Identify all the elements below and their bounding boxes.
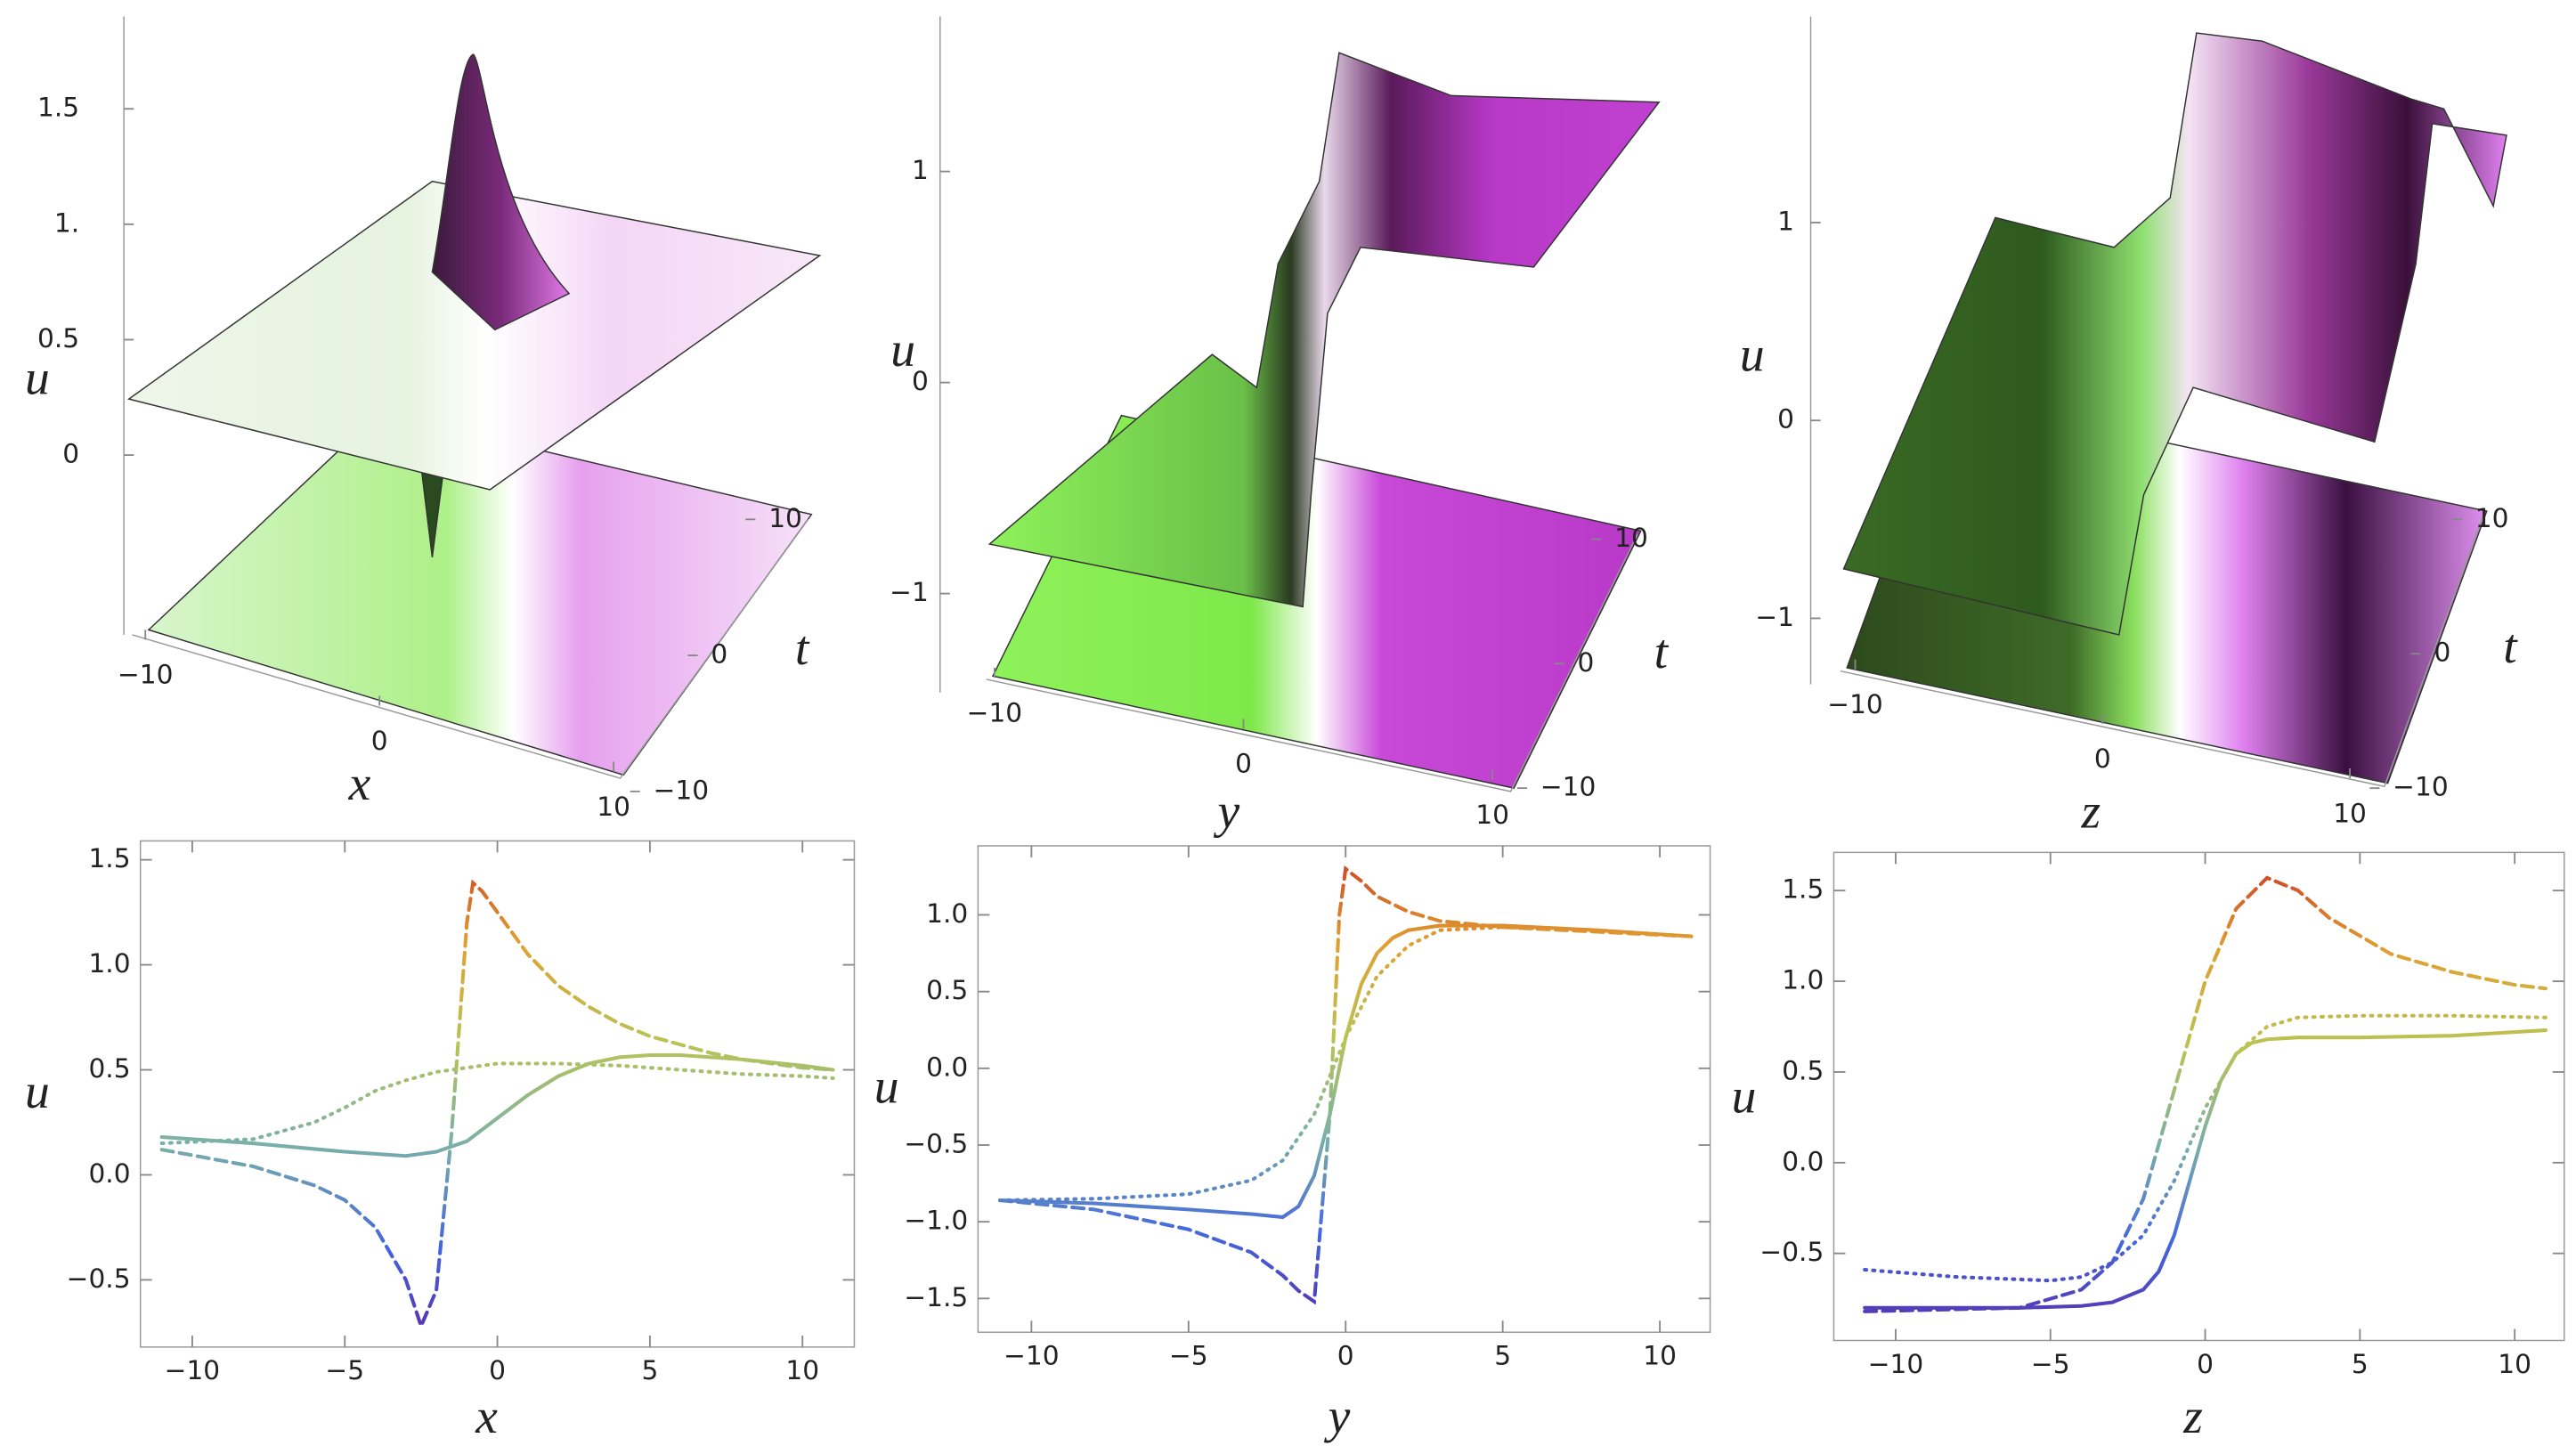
y-tick-label: 0.5 — [926, 975, 968, 1005]
y-tick-label: −0.5 — [67, 1263, 131, 1294]
x-tick-label: 5 — [641, 1355, 658, 1385]
y-tick-label: −1.0 — [904, 1206, 968, 1236]
x-tick-label: 0 — [1337, 1341, 1354, 1371]
x-tick-label: −10 — [165, 1355, 221, 1385]
z-axis-label: u — [890, 322, 915, 378]
surface — [987, 52, 1661, 608]
y-tick-label: 1.0 — [1782, 965, 1824, 995]
surface-peak — [431, 53, 571, 331]
u-tick-label: 0 — [912, 366, 929, 396]
x-tick-label: 10 — [2498, 1349, 2531, 1379]
x-tick-label: 10 — [1643, 1341, 1677, 1371]
y-axis-label: u — [874, 1060, 899, 1115]
y-tick-label: 1.5 — [1782, 874, 1824, 905]
y-tick-label: 1.5 — [88, 843, 130, 873]
x-axis-label: y — [1214, 784, 1240, 839]
u-tick-label: 0 — [1777, 404, 1794, 435]
series-line — [159, 879, 835, 1332]
series-line — [159, 1061, 835, 1146]
x-tick-label: 5 — [1494, 1341, 1511, 1371]
surface — [1842, 32, 2507, 636]
u-tick-label: 1.5 — [37, 93, 79, 123]
y-tick-label: 0.0 — [1782, 1146, 1824, 1176]
plot-frame — [977, 845, 1711, 1333]
y-axis-label: u — [1732, 1069, 1757, 1125]
series-line — [998, 865, 1694, 1305]
u-tick-label: −1 — [890, 577, 929, 607]
x-tick-label: 0 — [371, 726, 388, 756]
y-axis-label: t — [795, 621, 810, 676]
t-tick-label: −10 — [654, 775, 710, 805]
x-axis-label: x — [475, 1389, 498, 1444]
base-plane — [147, 411, 813, 776]
x-tick-label: −10 — [118, 660, 174, 690]
x-tick-label: 5 — [2352, 1349, 2369, 1379]
t-tick-label: −10 — [2393, 772, 2449, 802]
x-tick-label: −5 — [1169, 1341, 1208, 1371]
axis-line — [1840, 514, 2484, 788]
y-axis-label: t — [1654, 624, 1670, 679]
t-tick-label: 0 — [1577, 647, 1594, 678]
x-tick-label: −5 — [2031, 1349, 2070, 1379]
y-axis-label: t — [2503, 619, 2518, 674]
x-axis-label: y — [1324, 1389, 1351, 1444]
t-tick-label: 0 — [711, 639, 727, 670]
x-tick-label: −10 — [1827, 689, 1883, 719]
plot-frame — [139, 840, 856, 1348]
surface-panel-2 — [939, 16, 1661, 792]
series-line — [1863, 1013, 2548, 1283]
x-tick-label: −10 — [1868, 1349, 1924, 1379]
t-tick-label: −10 — [1540, 772, 1597, 802]
u-tick-label: −1 — [1755, 602, 1794, 632]
t-tick-label: 0 — [2434, 638, 2450, 668]
series-line — [998, 925, 1694, 1203]
x-tick-label: 10 — [2333, 798, 2367, 828]
x-tick-label: 10 — [785, 1355, 819, 1385]
x-tick-label: −10 — [1004, 1341, 1060, 1371]
t-tick-label: 10 — [2475, 503, 2509, 533]
t-tick-label: 10 — [768, 503, 802, 533]
y-tick-label: 0.0 — [88, 1158, 130, 1189]
z-axis-label: u — [1740, 327, 1765, 382]
surface-panel-3 — [1809, 16, 2507, 788]
surface — [126, 180, 822, 491]
axis-line — [132, 518, 809, 779]
y-tick-label: 0.5 — [88, 1053, 130, 1084]
x-tick-label: 0 — [2094, 743, 2111, 774]
x-axis-label: z — [2080, 784, 2101, 839]
x-tick-label: 0 — [2197, 1349, 2214, 1379]
y-tick-label: 1.0 — [926, 898, 968, 929]
series-line — [1863, 1028, 2548, 1310]
x-tick-label: −5 — [325, 1355, 364, 1385]
y-tick-label: 0.0 — [926, 1052, 968, 1082]
y-tick-label: −0.5 — [904, 1128, 968, 1158]
u-tick-label: 0 — [62, 439, 79, 469]
x-tick-label: 0 — [489, 1355, 506, 1385]
plot-frame — [1832, 851, 2565, 1342]
y-tick-label: −1.5 — [904, 1282, 968, 1312]
y-tick-label: −0.5 — [1759, 1237, 1824, 1267]
x-tick-label: 0 — [1235, 749, 1252, 779]
x-tick-label: 10 — [1475, 800, 1509, 830]
u-tick-label: 1 — [912, 155, 929, 185]
x-tick-label: −10 — [967, 697, 1023, 727]
x-tick-label: 10 — [597, 792, 630, 822]
u-tick-label: 1. — [54, 207, 79, 238]
series-line — [1863, 875, 2548, 1313]
y-tick-label: 1.0 — [88, 948, 130, 979]
x-axis-label: x — [348, 756, 371, 811]
z-axis-label: u — [25, 350, 50, 405]
y-axis-label: u — [25, 1064, 50, 1119]
axis-line — [986, 533, 1638, 792]
u-tick-label: 0.5 — [37, 323, 79, 353]
y-tick-label: 0.5 — [1782, 1055, 1824, 1085]
x-axis-label: z — [2182, 1389, 2203, 1444]
t-tick-label: 10 — [1614, 523, 1648, 553]
u-tick-label: 1 — [1777, 206, 1794, 236]
series-line — [159, 1052, 835, 1158]
surface-panel-1 — [123, 16, 822, 779]
series-line — [998, 923, 1694, 1220]
